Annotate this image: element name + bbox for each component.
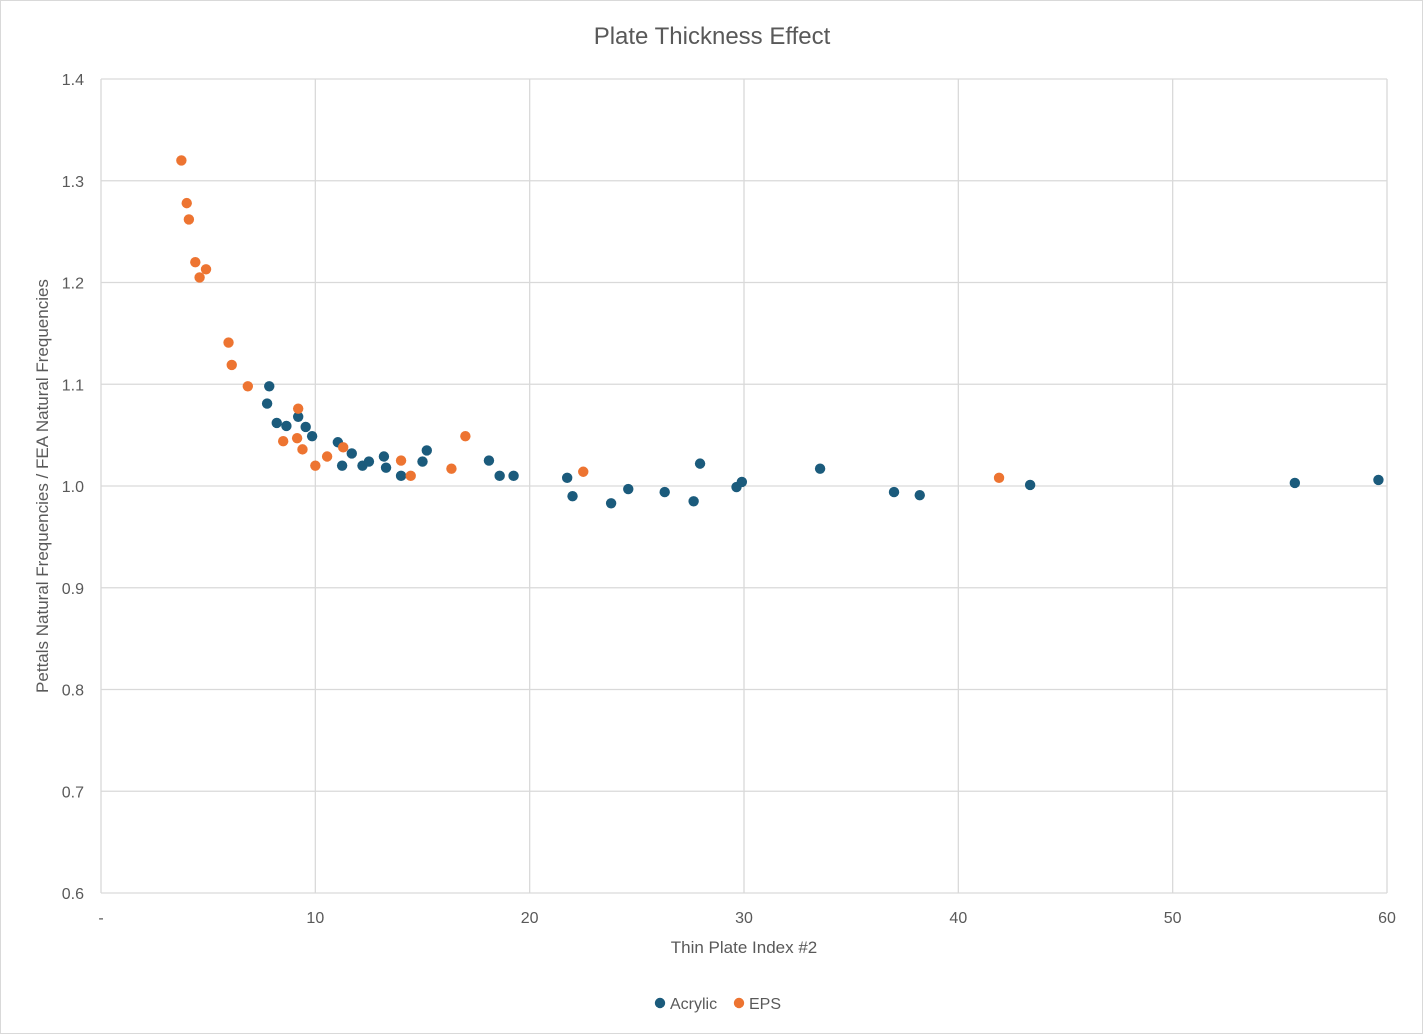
x-tick-label: 60 <box>1378 910 1396 927</box>
y-axis-title: Pettals Natural Frequencies / FEA Natura… <box>33 279 52 693</box>
data-point <box>378 451 390 462</box>
data-point <box>814 463 826 474</box>
legend-marker <box>733 997 745 1009</box>
data-point <box>223 337 234 348</box>
y-tick-label: 0.7 <box>62 784 84 801</box>
y-tick-label: 1.1 <box>62 377 84 394</box>
x-axis-ticks: - 10 20 30 40 50 60 <box>98 910 1396 927</box>
data-point <box>395 470 407 482</box>
data-point <box>300 421 311 433</box>
series-acrylic <box>261 381 1384 509</box>
data-point <box>200 264 212 275</box>
legend-marker <box>654 997 666 1009</box>
y-tick-label: 1.4 <box>62 72 84 89</box>
data-point <box>264 381 275 392</box>
data-point <box>291 432 303 444</box>
x-tick-label: 30 <box>735 910 753 927</box>
data-point <box>190 256 201 268</box>
data-point <box>694 458 706 469</box>
x-tick-label: 20 <box>521 910 539 927</box>
data-point <box>736 476 748 488</box>
data-point <box>181 197 192 209</box>
data-point <box>1373 474 1384 486</box>
y-tick-label: 0.6 <box>62 886 84 903</box>
data-point <box>261 398 273 409</box>
data-point <box>242 381 254 392</box>
data-point <box>226 359 237 371</box>
y-tick-label: 1.2 <box>62 276 84 293</box>
data-point <box>483 455 495 466</box>
data-point <box>292 411 304 423</box>
data-point <box>446 463 457 474</box>
legend: Acrylic EPS <box>654 996 781 1013</box>
data-point <box>1024 479 1036 491</box>
legend-label: EPS <box>749 996 781 1013</box>
data-point <box>310 460 321 471</box>
data-point <box>688 496 699 507</box>
x-tick-label: 40 <box>949 910 967 927</box>
data-point <box>561 472 573 484</box>
series-eps <box>176 155 1005 484</box>
x-tick-label: 50 <box>1164 910 1182 927</box>
x-tick-label: 10 <box>306 910 324 927</box>
data-point <box>292 403 304 414</box>
data-point <box>337 442 349 453</box>
data-points <box>176 155 1384 509</box>
data-point <box>271 417 282 429</box>
data-point <box>183 214 195 225</box>
x-tick-label: - <box>98 910 103 927</box>
data-point <box>567 490 578 502</box>
data-point <box>623 483 634 495</box>
data-point <box>578 466 589 477</box>
data-point <box>993 472 1005 484</box>
data-point <box>405 470 416 482</box>
data-point <box>194 272 205 283</box>
data-point <box>277 436 289 447</box>
y-tick-label: 0.9 <box>62 581 84 598</box>
data-point <box>306 430 318 442</box>
data-point <box>508 470 519 482</box>
data-point <box>336 460 348 471</box>
data-point <box>494 470 505 482</box>
data-point <box>417 456 428 467</box>
data-point <box>1289 477 1301 489</box>
y-tick-label: 0.8 <box>62 683 84 700</box>
chart-title: Plate Thickness Effect <box>594 23 831 50</box>
y-axis-ticks: 0.6 0.7 0.8 0.9 1.0 1.1 1.2 1.3 1.4 <box>62 72 84 903</box>
data-point <box>363 456 375 467</box>
data-point <box>321 451 333 462</box>
data-point <box>914 489 925 501</box>
data-point <box>605 498 617 509</box>
data-point <box>460 430 471 442</box>
data-point <box>281 420 292 432</box>
data-point <box>421 445 432 456</box>
data-point <box>346 448 357 459</box>
data-point <box>176 155 187 166</box>
data-point <box>297 444 308 455</box>
data-point <box>659 486 670 498</box>
y-tick-label: 1.3 <box>62 174 84 191</box>
legend-label: Acrylic <box>670 996 717 1013</box>
data-point <box>395 455 407 466</box>
y-tick-label: 1.0 <box>62 479 84 496</box>
x-axis-title: Thin Plate Index #2 <box>671 938 817 957</box>
data-point <box>380 462 392 473</box>
data-point <box>888 486 900 498</box>
